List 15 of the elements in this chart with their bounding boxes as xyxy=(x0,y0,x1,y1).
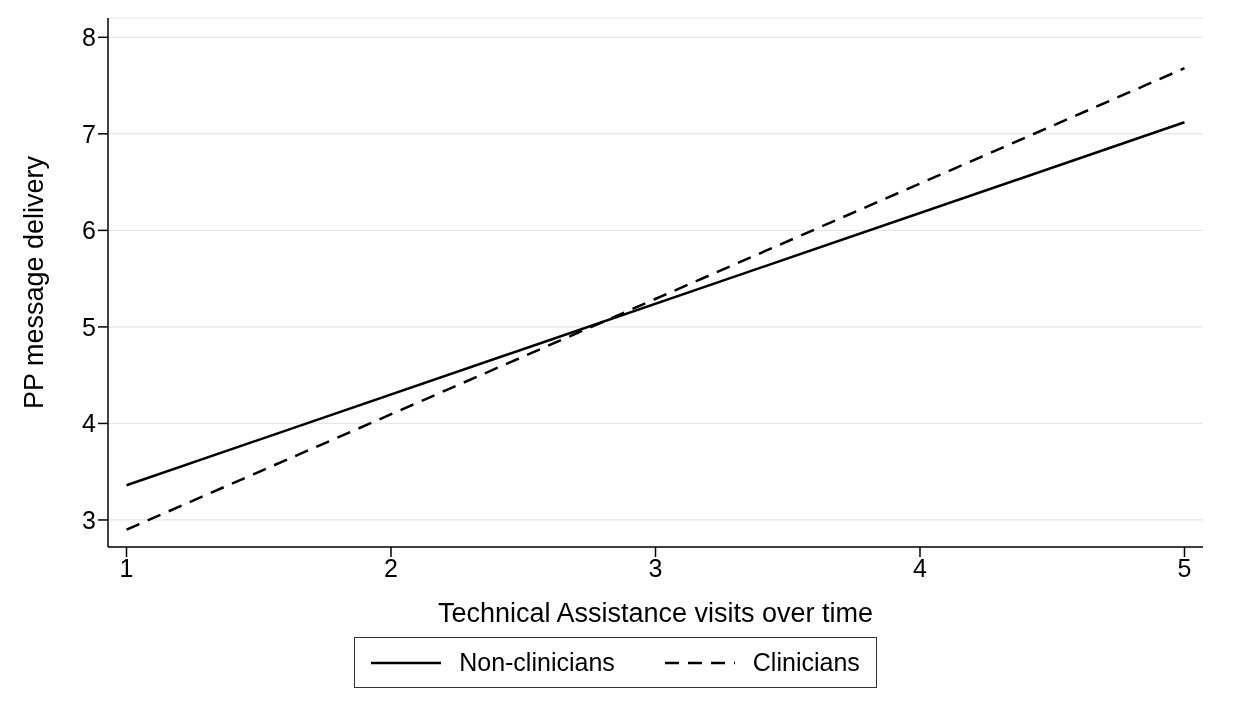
y-tick-label: 4 xyxy=(82,409,97,438)
legend-label: Clinicians xyxy=(752,648,860,677)
x-axis-title: Technical Assistance visits over time xyxy=(437,598,874,628)
x-tick-label: 3 xyxy=(648,553,663,582)
legend-label: Non-clinicians xyxy=(459,648,615,677)
x-tick-label: 1 xyxy=(119,553,134,582)
y-tick-label: 5 xyxy=(82,312,96,341)
y-tick-label: 6 xyxy=(82,216,96,245)
y-axis-title: PP message delivery xyxy=(18,155,49,410)
x-tick-label: 2 xyxy=(384,553,398,582)
x-tick-label: 5 xyxy=(1177,553,1192,582)
y-tick-label: 7 xyxy=(82,119,96,148)
y-tick-label: 3 xyxy=(82,505,96,534)
y-tick-label: 8 xyxy=(82,23,96,52)
x-tick-label: 4 xyxy=(913,553,928,582)
